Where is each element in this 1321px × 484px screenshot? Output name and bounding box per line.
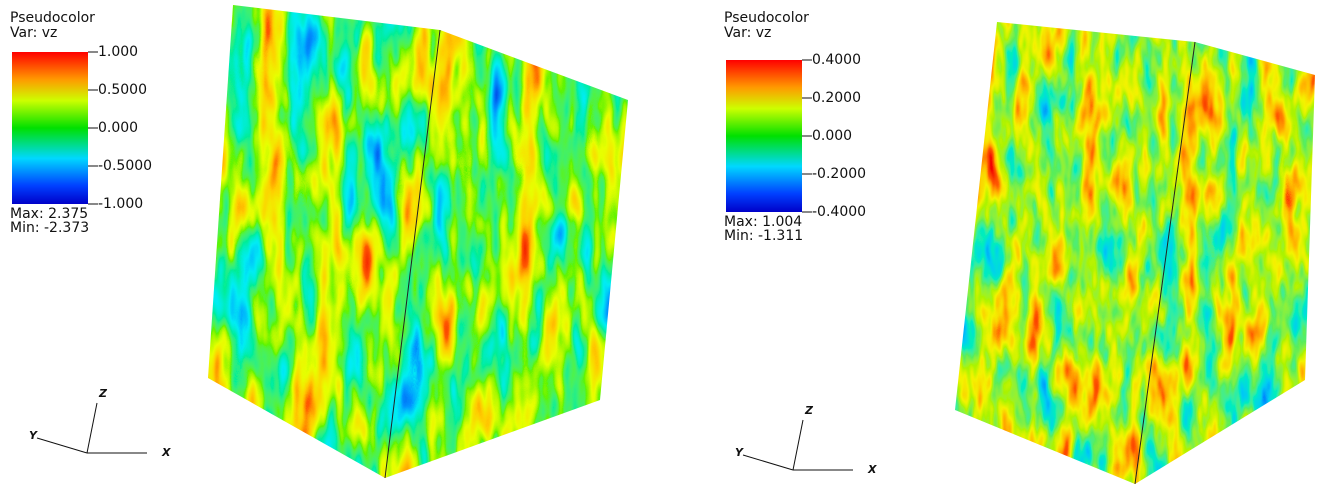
axis-label: Y — [29, 429, 38, 442]
axis-triad: X Y Z — [29, 387, 171, 459]
tick-label: -1.000 — [98, 196, 143, 212]
tick-label: -0.5000 — [98, 158, 152, 174]
color-bar — [726, 60, 802, 212]
legend-min: Min: -2.373 — [10, 220, 89, 236]
volume-render — [955, 22, 1315, 484]
visualization-screenshot: PseudocolorVar: vz1.0000.50000.000-0.500… — [0, 0, 1321, 484]
axis-label: X — [867, 463, 877, 476]
legend-title: Pseudocolor — [10, 10, 95, 26]
axis-line — [87, 403, 97, 453]
tick-label: 0.4000 — [812, 52, 861, 68]
axis-line — [793, 420, 803, 470]
legend-title: Pseudocolor — [724, 10, 809, 26]
axis-line — [37, 438, 87, 453]
volume-render — [208, 5, 628, 478]
legend-variable: Var: vz — [10, 25, 57, 41]
axis-line — [743, 455, 793, 470]
axis-label: Y — [735, 446, 744, 459]
tick-label: 0.000 — [98, 120, 138, 136]
legend-min: Min: -1.311 — [724, 228, 803, 244]
tick-label: -0.4000 — [812, 204, 866, 220]
tick-label: 0.2000 — [812, 90, 861, 106]
tick-label: 1.000 — [98, 44, 138, 60]
axis-triad: X Y Z — [735, 404, 877, 476]
tick-label: -0.2000 — [812, 166, 866, 182]
tick-label: 0.000 — [812, 128, 852, 144]
axis-label: X — [161, 446, 171, 459]
axis-label: Z — [98, 387, 108, 400]
tick-label: 0.5000 — [98, 82, 147, 98]
color-bar — [12, 52, 88, 204]
axis-label: Z — [804, 404, 814, 417]
legend-variable: Var: vz — [724, 25, 771, 41]
